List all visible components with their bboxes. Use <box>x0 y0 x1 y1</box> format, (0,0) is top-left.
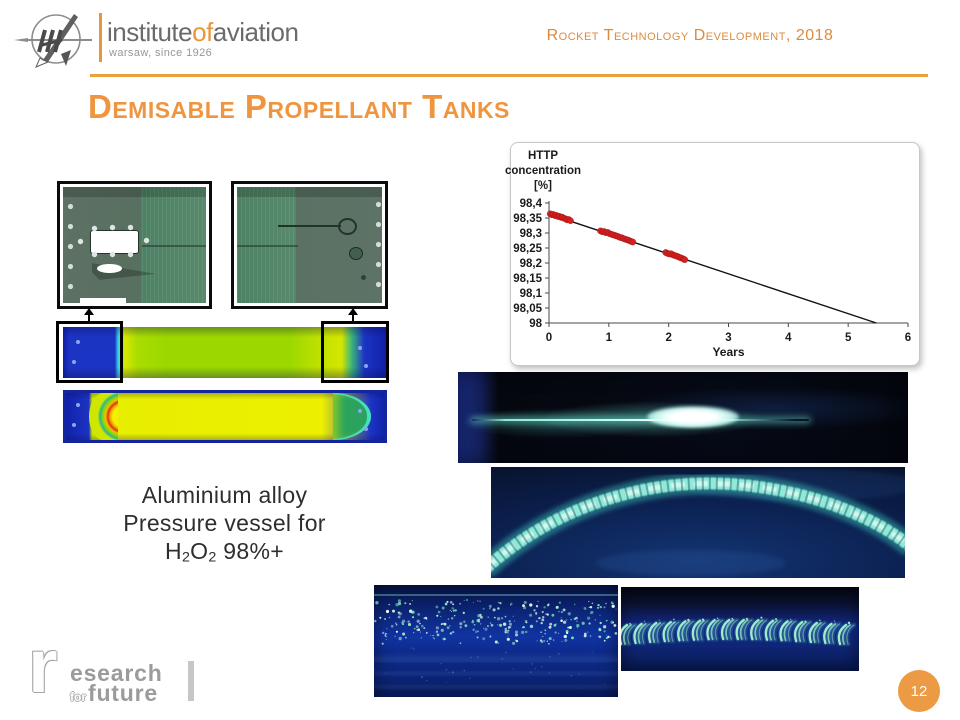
uv-photo-ring-weld <box>491 467 905 578</box>
cad-top-shadow <box>237 187 382 198</box>
valve-knob <box>349 247 364 261</box>
formula-o: O <box>190 538 209 564</box>
callout-box-left <box>56 321 123 383</box>
svg-text:98,4: 98,4 <box>520 198 543 210</box>
cad-top-shadow <box>63 187 206 198</box>
brand-word-esearch: esearch <box>70 660 163 686</box>
svg-text:98,15: 98,15 <box>513 273 542 285</box>
http-concentration-chart: 98,4 98,35 98,3 98,25 98,2 98,15 98,1 98,05 98 0 1… <box>505 150 911 359</box>
wordmark-part-institute: institute <box>107 17 193 47</box>
caption-line-1: Aluminium alloy <box>141 482 308 508</box>
brand-letter-r: r <box>28 624 58 709</box>
wordmark-part-of: of <box>192 17 213 47</box>
fin-slot <box>97 263 122 273</box>
svg-text:1: 1 <box>606 332 613 344</box>
http-concentration-chart-panel: 98,4 98,35 98,3 98,25 98,2 98,15 98,1 98,05 98 0 1… <box>505 142 920 366</box>
svg-text:98,3: 98,3 <box>520 228 542 240</box>
cad-render-tank-end-left <box>63 187 206 303</box>
callout-arrow-left <box>88 314 90 322</box>
uv-photo-speckled-weld-band <box>374 585 618 697</box>
brand-word-future: future <box>88 680 158 706</box>
formula-suffix: 98%+ <box>216 538 284 564</box>
svg-text:2: 2 <box>665 332 671 344</box>
svg-text:98: 98 <box>529 318 542 330</box>
svg-text:HTTP: HTTP <box>528 150 558 162</box>
page-number-badge: 12 <box>898 670 940 712</box>
cad-surface-stripes <box>141 187 206 303</box>
svg-text:3: 3 <box>725 332 731 344</box>
header-rule <box>90 74 928 77</box>
logo-tagline: warsaw, since 1926 <box>109 47 213 59</box>
rivet-row <box>237 187 240 190</box>
svg-text:98,35: 98,35 <box>513 213 542 225</box>
tank-dome-left <box>88 392 119 441</box>
cad-seam-line <box>237 245 298 247</box>
institute-wordmark: instituteofaviation <box>107 17 299 48</box>
caption-line-2: Pressure vessel for <box>123 510 326 536</box>
mounting-plate <box>90 229 140 254</box>
bright-weld-spot <box>647 405 739 428</box>
svg-text:5: 5 <box>845 332 852 344</box>
scallop-band-graphic <box>621 616 857 647</box>
tank-dome-right <box>332 392 372 441</box>
svg-text:98,2: 98,2 <box>520 258 542 270</box>
svg-text:98,05: 98,05 <box>513 303 542 315</box>
wordmark-part-aviation: aviation <box>212 17 299 47</box>
slide-title: Demisable Propellant Tanks <box>88 88 510 125</box>
svg-text:98,25: 98,25 <box>513 243 542 255</box>
ring-weld-arc-graphic <box>491 467 905 578</box>
formula-sub-2b: 2 <box>208 549 217 566</box>
research-for-future-logo: r esearch forfuture <box>28 629 200 709</box>
small-port <box>361 275 367 281</box>
callout-box-right <box>321 321 389 383</box>
pipe-line <box>277 225 342 228</box>
cad-render-tank-end-right <box>237 187 382 303</box>
uv-photo-weld-seam <box>458 372 908 463</box>
svg-text:4: 4 <box>785 332 792 344</box>
caption-text: Aluminium alloy Pressure vessel for H2O2… <box>92 481 357 572</box>
cad-detail-frame-right <box>231 181 388 309</box>
rivet-row <box>63 187 66 190</box>
glowing-seam-line <box>471 419 809 422</box>
speckle-band-graphic <box>374 594 618 689</box>
uv-photo-scalloped-weld-band <box>621 587 859 671</box>
callout-arrowhead-right <box>348 308 358 315</box>
svg-text:98,1: 98,1 <box>520 288 543 300</box>
brand-wordmark: esearch forfuture <box>70 660 163 707</box>
formula-sub-2a: 2 <box>181 549 191 566</box>
cad-surface-stripes <box>237 187 295 303</box>
brand-bar <box>188 661 194 701</box>
fea-tank-render-top <box>63 327 387 378</box>
cad-seam-line <box>141 245 206 247</box>
institute-of-aviation-logo-icon <box>14 14 92 68</box>
caption-line-3: H2O2 98%+ <box>92 537 357 572</box>
brand-word-for: for <box>70 690 86 704</box>
panel-specks <box>63 390 65 392</box>
cad-detail-frame-left <box>57 181 212 309</box>
callout-arrowhead-left <box>84 308 94 315</box>
svg-text:[%]: [%] <box>534 180 552 192</box>
edge-notch <box>80 298 126 303</box>
svg-text:0: 0 <box>546 332 552 344</box>
svg-text:6: 6 <box>905 332 911 344</box>
logo-divider <box>99 13 102 62</box>
brand-word-row: forfuture <box>70 680 163 707</box>
svg-text:Years: Years <box>712 345 744 359</box>
formula-h: H <box>165 538 182 564</box>
callout-arrow-right <box>352 314 354 322</box>
fea-tank-render-bottom <box>63 390 387 443</box>
svg-text:concentration: concentration <box>505 165 581 177</box>
header-event-label: Rocket Technology Development, 2018 <box>546 27 834 44</box>
